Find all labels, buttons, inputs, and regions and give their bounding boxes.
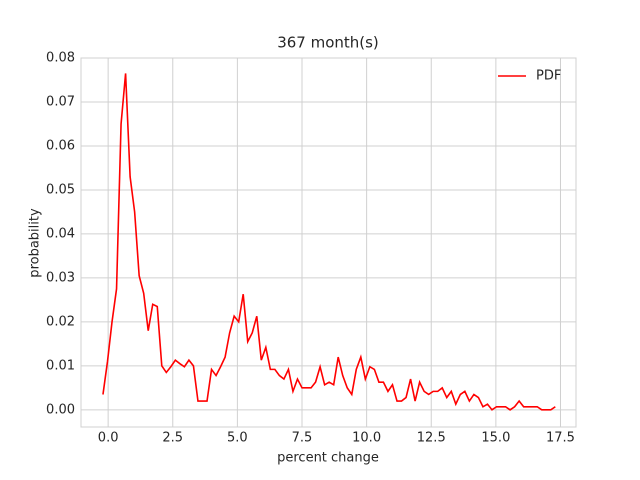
x-tick-label: 12.5 [417,431,446,446]
y-tick-label: 0.07 [46,94,75,109]
x-tick-label: 17.5 [546,431,575,446]
x-tick-label: 10.0 [352,431,381,446]
y-tick-label: 0.02 [46,314,75,329]
data-line [102,73,556,411]
y-tick-label: 0.05 [46,182,75,197]
y-tick-label: 0.04 [46,226,75,241]
x-tick-label: 15.0 [481,431,510,446]
chart-title: 367 month(s) [277,34,379,52]
x-tick-label: 5.0 [227,431,248,446]
x-tick-label: 2.5 [162,431,183,446]
y-tick-label: 0.03 [46,270,75,285]
plot-area [80,57,577,428]
y-tick-label: 0.06 [46,138,75,153]
y-tick-label: 0.00 [46,402,75,417]
legend-label: PDF [536,69,561,84]
y-tick-label: 0.08 [46,51,75,66]
y-axis-label: probability [28,208,43,278]
x-axis-label: percent change [277,451,379,466]
x-tick-label: 0.0 [98,431,119,446]
x-tick-label: 7.5 [292,431,313,446]
y-tick-label: 0.01 [46,358,75,373]
